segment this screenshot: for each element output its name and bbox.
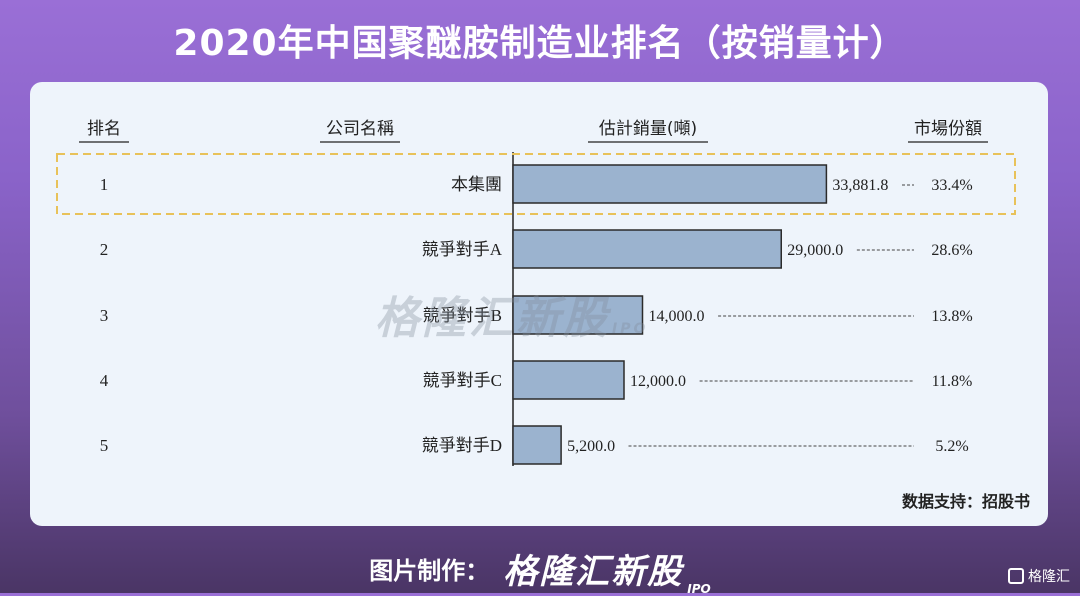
- bar: [512, 229, 782, 269]
- corner-logo-text: 格隆汇: [1028, 569, 1070, 585]
- brand-name: 格隆汇新股: [503, 551, 684, 592]
- category-label: 本集團: [451, 175, 502, 194]
- header-company: 公司名稱: [326, 119, 394, 139]
- rank-label: 3: [100, 306, 109, 325]
- logo-icon: [1008, 568, 1024, 584]
- value-label: 33,881.8: [832, 177, 888, 194]
- rank-label: 2: [100, 240, 109, 259]
- category-label: 競爭對手A: [422, 240, 503, 259]
- footer-label: 图片制作：: [369, 556, 490, 585]
- rank-label: 5: [100, 436, 109, 455]
- value-label: 5,200.0: [567, 438, 615, 455]
- footer-brand: 格隆汇新股 IPO: [503, 544, 711, 596]
- value-label: 14,000.0: [649, 308, 705, 325]
- bar: [512, 295, 644, 335]
- bar: [512, 164, 828, 204]
- highlight-box: [56, 153, 1016, 215]
- share-label: 28.6%: [931, 242, 972, 259]
- value-label: 29,000.0: [787, 242, 843, 259]
- rank-label: 4: [100, 371, 109, 390]
- share-label: 11.8%: [932, 373, 973, 390]
- bar: [512, 360, 625, 400]
- header-rank: 排名: [87, 119, 121, 139]
- category-label: 競爭對手C: [423, 371, 502, 390]
- header-volume: 估計銷量(噸): [599, 119, 697, 139]
- bar: [512, 425, 562, 465]
- share-label: 13.8%: [931, 308, 972, 325]
- share-label: 33.4%: [931, 177, 972, 194]
- rank-label: 1: [100, 175, 109, 194]
- ranking-bar-chart: 排名 公司名稱 估計銷量(噸) 市場份額 1 本集團 33,881.8 33.4% 2 競爭對手A…: [56, 119, 1016, 466]
- corner-logo: 格隆汇: [1008, 566, 1070, 586]
- share-label: 5.2%: [935, 438, 968, 455]
- source-note: 数据支持：招股书: [901, 492, 1030, 511]
- brand-suffix: IPO: [687, 581, 711, 596]
- category-label: 競爭對手B: [423, 306, 502, 325]
- header-share: 市場份額: [914, 119, 982, 139]
- value-label: 12,000.0: [630, 373, 686, 390]
- footer: 图片制作： 格隆汇新股 IPO: [0, 548, 1080, 596]
- page-title: 2020年中国聚醚胺制造业排名（按销量计）: [173, 23, 907, 64]
- category-label: 競爭對手D: [422, 436, 502, 455]
